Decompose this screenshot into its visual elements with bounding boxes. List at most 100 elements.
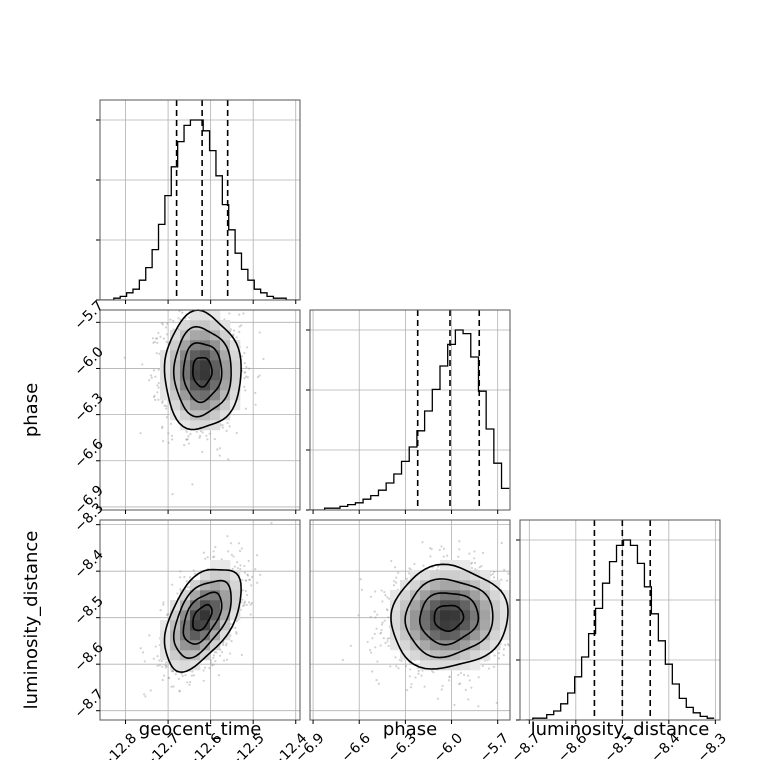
sample-point bbox=[467, 698, 470, 701]
contour-line bbox=[172, 325, 232, 418]
density-cell bbox=[200, 390, 211, 401]
sample-point bbox=[152, 395, 156, 399]
density-cell bbox=[420, 580, 431, 591]
sample-point bbox=[149, 374, 153, 377]
sample-point bbox=[397, 571, 400, 574]
density-cell bbox=[490, 600, 501, 611]
sample-point bbox=[233, 270, 235, 272]
sample-point bbox=[166, 322, 169, 325]
sample-point bbox=[212, 656, 215, 660]
sample-point bbox=[139, 647, 142, 650]
sample-point bbox=[235, 431, 238, 435]
sample-point bbox=[458, 682, 461, 686]
density-cell bbox=[500, 600, 510, 611]
sample-point bbox=[156, 654, 159, 658]
sample-point bbox=[379, 632, 382, 635]
density-cell bbox=[220, 410, 231, 421]
density-cell bbox=[220, 370, 231, 381]
density-cell bbox=[190, 320, 201, 331]
sample-point bbox=[149, 689, 152, 692]
sample-point bbox=[205, 297, 207, 299]
sample-point bbox=[380, 623, 384, 626]
x-axis-label-luminosity_distance: luminosity_distance bbox=[531, 719, 710, 740]
density-cell bbox=[220, 330, 231, 341]
density-cell bbox=[180, 410, 191, 421]
density-cell bbox=[180, 630, 191, 641]
sample-point bbox=[240, 324, 243, 327]
sample-point bbox=[160, 659, 163, 663]
sample-point bbox=[189, 680, 192, 684]
sample-point bbox=[375, 679, 378, 682]
sample-point bbox=[388, 597, 391, 600]
sample-point bbox=[213, 651, 216, 654]
sample-point bbox=[524, 666, 526, 668]
sample-point bbox=[227, 550, 230, 553]
sample-point bbox=[150, 376, 153, 379]
sample-point bbox=[185, 438, 188, 441]
sample-point bbox=[442, 555, 445, 558]
sample-point bbox=[385, 608, 388, 611]
sample-point bbox=[221, 651, 224, 654]
density-cell bbox=[430, 620, 441, 631]
density-cell bbox=[440, 580, 451, 591]
sample-point bbox=[156, 341, 159, 344]
sample-point bbox=[167, 441, 170, 444]
density-cell bbox=[190, 420, 201, 431]
density-cell bbox=[190, 310, 201, 321]
sample-point bbox=[191, 483, 194, 486]
histogram-step bbox=[101, 119, 299, 300]
density-cell bbox=[450, 650, 461, 661]
sample-point bbox=[245, 593, 249, 597]
sample-point bbox=[249, 613, 252, 616]
sample-point bbox=[389, 665, 392, 668]
density-cell bbox=[440, 650, 451, 661]
sample-point bbox=[184, 317, 187, 320]
sample-point bbox=[238, 325, 241, 328]
y-tick-label: −6.3 bbox=[71, 390, 106, 425]
density-cell bbox=[210, 390, 221, 401]
sample-point bbox=[481, 664, 484, 668]
density-cell bbox=[490, 610, 501, 621]
sample-point bbox=[245, 579, 248, 582]
density-cell bbox=[440, 630, 451, 641]
sample-point bbox=[383, 619, 386, 622]
sample-point bbox=[462, 673, 466, 676]
sample-point bbox=[161, 323, 165, 326]
density-cell bbox=[200, 650, 211, 661]
sample-point bbox=[170, 434, 174, 437]
sample-point bbox=[153, 340, 156, 344]
sample-point bbox=[495, 701, 498, 705]
sample-point bbox=[514, 592, 516, 594]
sample-point bbox=[171, 493, 174, 496]
sample-point bbox=[176, 592, 179, 595]
sample-point bbox=[448, 679, 451, 682]
density-cell bbox=[180, 660, 191, 671]
sample-point bbox=[143, 693, 146, 696]
density-cell bbox=[190, 600, 201, 611]
sample-point bbox=[255, 554, 259, 557]
sample-point bbox=[406, 688, 409, 692]
sample-point bbox=[159, 609, 162, 612]
sample-point bbox=[487, 667, 491, 670]
sample-point bbox=[242, 312, 245, 315]
sample-point bbox=[203, 666, 207, 669]
density-cell bbox=[500, 630, 510, 641]
density-cell bbox=[420, 570, 431, 581]
density-cell bbox=[210, 600, 221, 611]
sample-point bbox=[393, 580, 396, 583]
sample-point bbox=[222, 659, 226, 662]
sample-point bbox=[227, 458, 230, 461]
sample-point bbox=[164, 326, 168, 329]
sample-point bbox=[249, 603, 252, 606]
sample-point bbox=[213, 555, 216, 558]
sample-point bbox=[387, 644, 390, 648]
hist-panel-phase bbox=[306, 309, 511, 514]
sample-point bbox=[491, 572, 494, 576]
sample-point bbox=[376, 613, 379, 616]
y-axis-label-phase: phase bbox=[21, 383, 42, 437]
contour-line bbox=[172, 579, 232, 660]
sample-point bbox=[375, 627, 378, 630]
density-cell bbox=[190, 650, 201, 661]
sample-point bbox=[507, 644, 510, 647]
sample-point bbox=[233, 565, 237, 568]
